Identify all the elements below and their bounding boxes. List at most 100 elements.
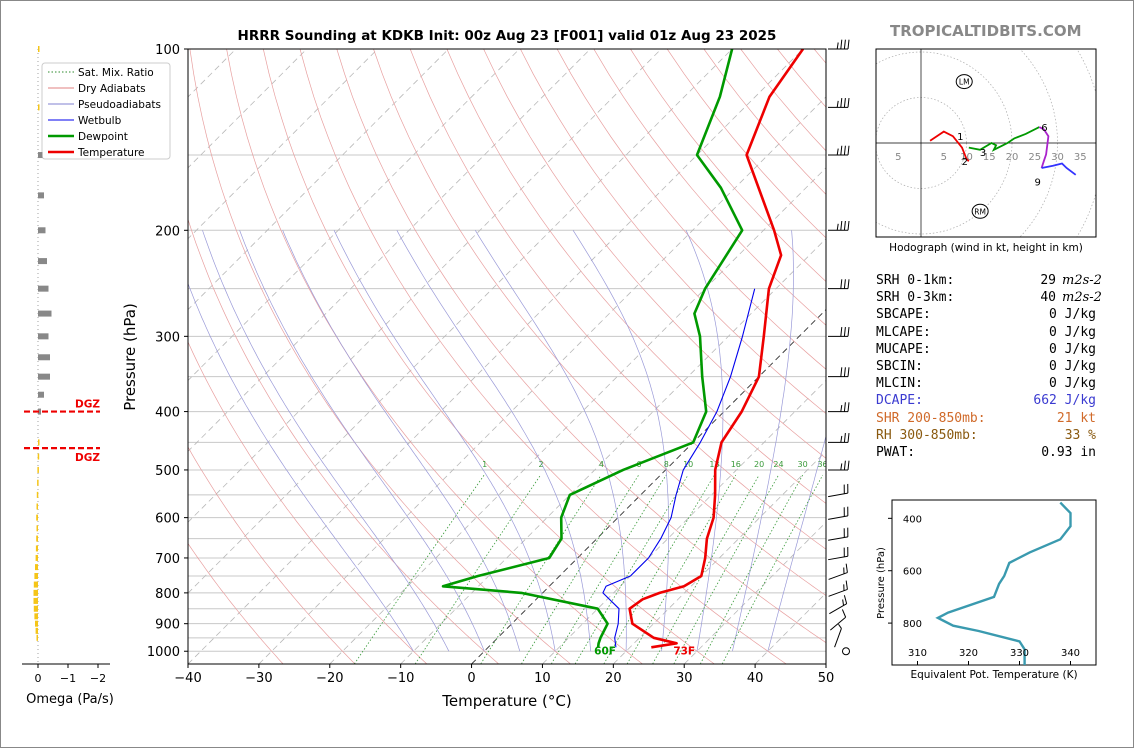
surface-temp-label: 73F	[673, 645, 695, 657]
surface-dewpoint-label: 60F	[594, 645, 616, 657]
y-tick-label: 900	[155, 618, 180, 633]
mixing-ratio-label: 24	[773, 460, 783, 469]
dry-adiabat	[226, 49, 643, 664]
y-tick-label: 300	[155, 330, 180, 345]
param-label: MLCAPE:	[876, 324, 931, 340]
theta-e-y-tick-label: 600	[903, 567, 922, 578]
isotherm-line	[188, 49, 804, 664]
wind-barb-flag	[840, 326, 843, 337]
param-label: RH 300-850mb:	[876, 427, 978, 443]
pseudoadiabat	[333, 230, 556, 652]
omega-bar	[33, 597, 38, 604]
omega-bar	[35, 620, 38, 627]
param-row: SRH 0-3km: 40 m2s-2	[876, 289, 1106, 306]
isotherm-line	[188, 49, 733, 594]
omega-bar	[38, 46, 40, 52]
dry-adiabat	[299, 49, 787, 664]
param-row: SBCIN: 0 J/kg	[876, 358, 1106, 375]
pseudoadiabat	[572, 230, 670, 652]
mixing-ratio-label: 16	[731, 460, 741, 469]
wind-barb-flag	[838, 623, 842, 629]
param-row: PWAT: 0.93 in	[876, 444, 1106, 461]
pseudoadiabat	[239, 230, 485, 652]
series-temperature	[628, 49, 805, 649]
isotherm-line	[613, 450, 826, 664]
omega-bar	[36, 535, 38, 542]
dry-adiabat	[409, 49, 826, 550]
hodograph-ring-label: 15	[983, 152, 996, 163]
isotherm-line	[188, 49, 449, 311]
wind-barb-flag	[843, 39, 846, 50]
legend-label: Wetbulb	[78, 115, 122, 127]
theta-e-y-tick-label: 400	[903, 514, 922, 525]
dry-adiabat	[336, 49, 826, 644]
param-row: DCAPE: 662 J/kg	[876, 392, 1106, 409]
omega-bar	[35, 554, 38, 561]
y-tick-label: 500	[155, 464, 180, 479]
param-label: SRH 0-3km:	[876, 290, 955, 306]
wind-barb	[828, 563, 848, 580]
theta-e-frame	[891, 499, 1097, 666]
isotherm-line	[471, 308, 826, 664]
param-value: 0 J/kg	[1049, 324, 1096, 340]
omega-axis-label: Omega (Pa/s)	[26, 692, 114, 707]
wind-barb-flag	[847, 279, 850, 289]
param-label: SRH 0-1km:	[876, 273, 955, 288]
wind-barb-flag	[847, 433, 850, 443]
wind-barb-flag	[840, 145, 843, 156]
hodograph-height-label: 2	[962, 157, 968, 168]
dry-adiabat	[188, 341, 428, 664]
wind-barb-flag	[847, 402, 850, 412]
mixing-ratio-label: 13	[709, 460, 719, 469]
isotherm-line	[683, 521, 826, 664]
wind-barb-flag	[847, 98, 850, 108]
dry-adiabat	[446, 49, 826, 504]
omega-bar	[38, 310, 52, 317]
omega-bar	[36, 491, 39, 498]
wind-barb-flag	[847, 460, 850, 471]
isotherm-line	[188, 49, 520, 382]
param-row: MLCAPE: 0 J/kg	[876, 324, 1106, 341]
omega-bar	[33, 589, 38, 596]
param-row: SBCAPE: 0 J/kg	[876, 306, 1106, 323]
storm-motion-label: RM	[974, 207, 986, 216]
hodograph-height-label: 1	[957, 132, 963, 143]
y-tick-label: 200	[155, 224, 180, 239]
wind-barb-flag	[840, 98, 843, 108]
hodograph-ring-label: 25	[1028, 152, 1041, 163]
mixing-ratio-label: 36	[817, 460, 827, 469]
dry-adiabat	[556, 49, 826, 370]
theta-e-y-label: Pressure (hPa)	[876, 547, 887, 619]
mixing-ratio-line	[414, 474, 541, 664]
x-tick-label: 50	[818, 671, 835, 686]
wind-barb-flag	[843, 145, 846, 156]
wind-barb	[828, 279, 850, 290]
wind-barb	[828, 367, 850, 378]
dry-adiabat	[520, 49, 826, 414]
omega-bar	[38, 152, 43, 159]
omega-bar	[38, 227, 46, 234]
omega-tick-label: 0	[35, 672, 42, 685]
wind-barb-flag	[836, 223, 839, 231]
pseudoadiabat	[202, 230, 450, 652]
dry-adiabat	[189, 49, 571, 664]
wind-barb	[828, 220, 850, 231]
chart-title: HRRR Sounding at KDKB Init: 00z Aug 23 […	[238, 28, 777, 44]
param-value: 0 J/kg	[1049, 307, 1096, 323]
param-value: 0 J/kg	[1049, 376, 1096, 392]
hodograph-height-label: 3	[980, 148, 986, 159]
x-tick-label: 0	[467, 671, 475, 686]
wind-barb-staff	[828, 492, 848, 498]
param-value: 0.93 in	[1041, 445, 1096, 461]
legend-label: Dry Adiabats	[78, 83, 146, 95]
wind-barb-flag	[840, 463, 843, 471]
omega-bar	[35, 564, 38, 571]
wind-barb-flag	[836, 148, 839, 156]
theta-e-x-label: Equivalent Pot. Temperature (K)	[910, 669, 1077, 681]
wind-barb-flag	[843, 326, 846, 337]
mixing-ratio-label: 2	[539, 460, 544, 469]
mixing-ratio-line	[721, 474, 824, 664]
x-tick-label: 20	[605, 671, 622, 686]
omega-bar	[38, 192, 44, 199]
mixing-ratio-line	[699, 474, 804, 664]
